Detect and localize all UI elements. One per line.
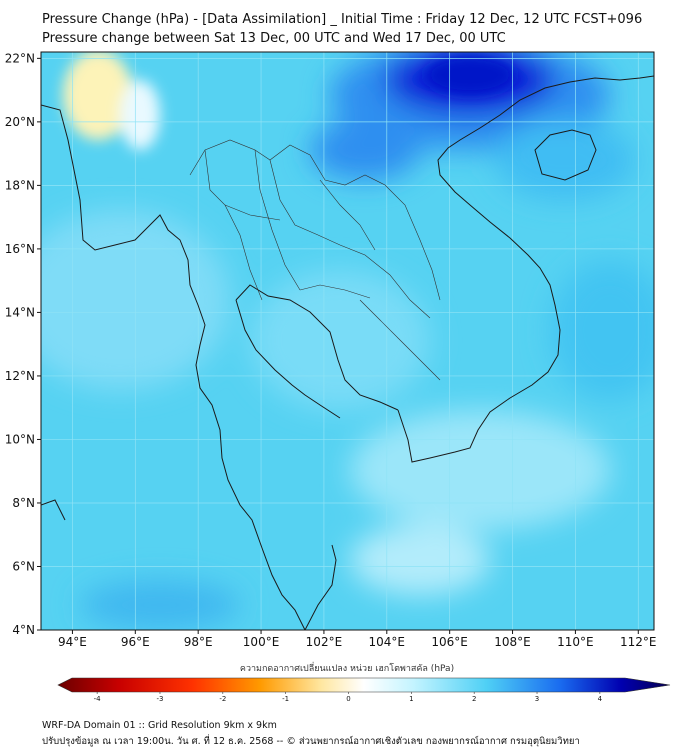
footer-update-info: ปรับปรุงข้อมูล ณ เวลา 19:00น. วัน ศ. ที่…: [42, 736, 580, 747]
lat-tick-label: 8°N: [12, 496, 35, 510]
coastlines: [41, 75, 654, 630]
pressure-change-map: 22°N 20°N 18°N 16°N 14°N 12°N 10°N 8°N 6°N 4°N 94…: [5, 51, 671, 703]
colorbar-tick-label: -4: [94, 695, 102, 703]
colorbar-tick-label: 2: [472, 695, 476, 703]
lat-tick-label: 18°N: [5, 178, 35, 192]
lon-tick-label: 94°E: [58, 635, 87, 649]
colorbar-tick-label: 3: [535, 695, 539, 703]
lon-tick-label: 100°E: [243, 635, 280, 649]
footer-model-info: WRF-DA Domain 01 :: Grid Resolution 9km …: [42, 720, 277, 731]
colorbar-tick-label: 4: [598, 695, 603, 703]
chart-title: Pressure Change (hPa) - [Data Assimilati…: [42, 12, 643, 27]
lon-tick-label: 106°E: [431, 635, 468, 649]
admin-borders: [189, 139, 441, 381]
lat-tick-label: 14°N: [5, 305, 35, 319]
lon-tick-label: 102°E: [306, 635, 343, 649]
lon-tick-label: 104°E: [369, 635, 406, 649]
colorbar-tick-labels: -4 -3 -2 -1 0 1 2 3 4: [94, 692, 603, 703]
lon-tick-label: 96°E: [121, 635, 150, 649]
colorbar-ramp: [57, 677, 671, 693]
colorbar: ความกดอากาศเปลี่ยนแปลง หน่วย เฮกโตพาสคัล…: [57, 661, 671, 703]
lon-tick-label: 112°E: [620, 635, 657, 649]
latitude-tick-labels: 22°N 20°N 18°N 16°N 14°N 12°N 10°N 8°N 6°N 4°N: [5, 51, 41, 637]
map-frame: [40, 51, 655, 631]
map-field: [41, 52, 654, 630]
longitude-tick-labels: 94°E 96°E 98°E 100°E 102°E 104°E 106°E 108°E 110…: [58, 630, 657, 649]
graticule: [41, 52, 654, 630]
colorbar-tick-label: -2: [219, 695, 226, 703]
lon-tick-label: 108°E: [494, 635, 531, 649]
colorbar-tick-label: 0: [346, 695, 350, 703]
colorbar-tick-label: -3: [156, 695, 163, 703]
lat-tick-label: 20°N: [5, 115, 35, 129]
chart-subtitle: Pressure change between Sat 13 Dec, 00 U…: [42, 31, 506, 46]
colorbar-tick-label: -1: [282, 695, 289, 703]
colorbar-title: ความกดอากาศเปลี่ยนแปลง หน่วย เฮกโตพาสคัล…: [240, 661, 454, 674]
lat-tick-label: 4°N: [12, 623, 35, 637]
colorbar-tick-label: 1: [409, 695, 413, 703]
lat-tick-label: 16°N: [5, 242, 35, 256]
lon-tick-label: 98°E: [184, 635, 213, 649]
lat-tick-label: 6°N: [12, 559, 35, 573]
lat-tick-label: 12°N: [5, 369, 35, 383]
lat-tick-label: 22°N: [5, 51, 35, 65]
lat-tick-label: 10°N: [5, 432, 35, 446]
lon-tick-label: 110°E: [557, 635, 594, 649]
